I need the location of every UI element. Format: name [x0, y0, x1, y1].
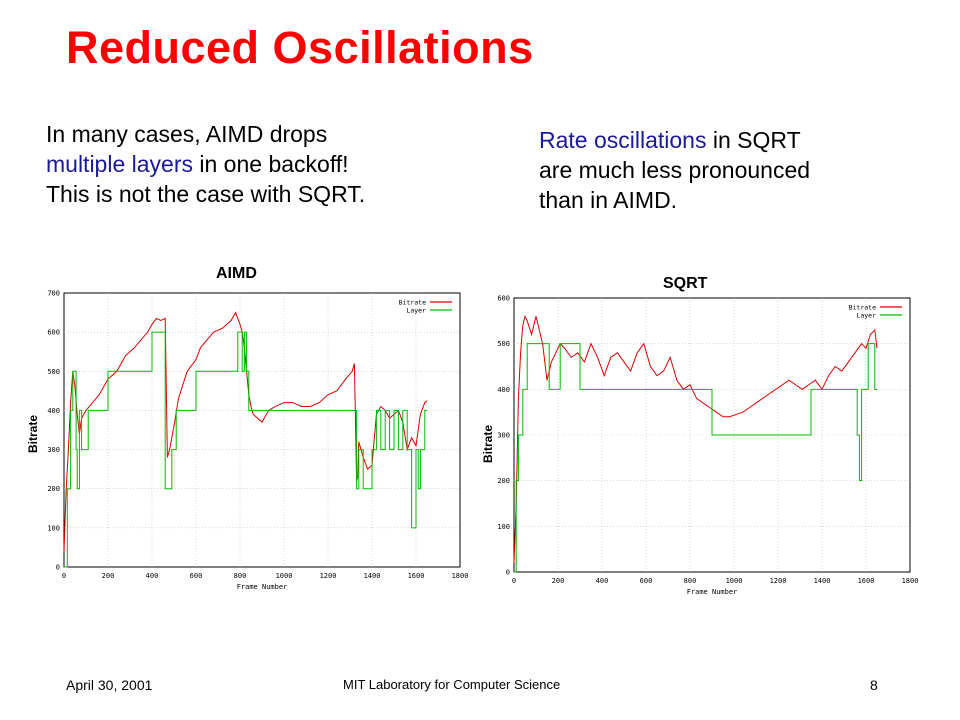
aimd-x-tick-label: 600: [190, 572, 203, 580]
sqrt-x-tick-label: 600: [640, 577, 653, 585]
slide-title: Reduced Oscillations: [66, 22, 534, 73]
sqrt-x-tick-label: 0: [512, 577, 516, 585]
aimd-y-tick-label: 100: [47, 524, 60, 532]
footer-page-number: 8: [870, 677, 878, 693]
sqrt-x-tick-label: 1800: [902, 577, 919, 585]
aimd-x-tick-label: 0: [62, 572, 66, 580]
aimd-chart: 0 200 400 600 800 1000 1200 1400 1600 1800 0 100 200…: [47, 290, 469, 592]
right-text-block: Rate oscillations in SQRT are much less …: [539, 125, 810, 215]
aimd-plot-frame: [63, 292, 461, 568]
sqrt-chart-title: SQRT: [663, 275, 708, 292]
aimd-y-tick-label: 700: [47, 290, 60, 298]
sqrt-x-tick-label: 200: [552, 577, 565, 585]
aimd-legend-label-bitrate: Bitrate: [399, 299, 426, 307]
aimd-x-tick-label: 400: [146, 572, 159, 580]
sqrt-y-tick-label: 100: [497, 523, 510, 531]
aimd-x-tick-label: 1400: [364, 572, 381, 580]
aimd-chart-title: AIMD: [216, 265, 257, 282]
sqrt-series-layer: [514, 343, 877, 573]
right-text-line-1: Rate oscillations in SQRT: [539, 125, 810, 155]
aimd-y-tick-label: 200: [47, 485, 60, 493]
sqrt-legend-label-bitrate: Bitrate: [849, 304, 876, 312]
sqrt-legend-label-layer: Layer: [856, 312, 876, 320]
right-text-line-1-rest: in SQRT: [706, 127, 801, 153]
sqrt-chart: 0 200 400 600 800 1000 1200 1400 1600 1800 0 100 200…: [497, 295, 919, 597]
aimd-y-tick-label: 400: [47, 407, 60, 415]
aimd-y-tick-label: 600: [47, 329, 60, 337]
sqrt-y-tick-label: 600: [497, 295, 510, 303]
sqrt-x-tick-label: 1600: [858, 577, 875, 585]
sqrt-x-tick-label: 800: [684, 577, 697, 585]
sqrt-x-axis-label: Frame Number: [687, 588, 738, 596]
right-text-line-2: are much less pronounced: [539, 157, 811, 183]
sqrt-x-tick-label: 400: [596, 577, 609, 585]
aimd-x-tick-label: 1800: [452, 572, 469, 580]
aimd-x-tick-label: 1600: [408, 572, 425, 580]
sqrt-y-tick-label: 200: [497, 477, 510, 485]
aimd-x-axis-label: Frame Number: [237, 583, 288, 591]
sqrt-y-tick-label: 400: [497, 386, 510, 394]
aimd-y-tick-label: 0: [56, 564, 60, 572]
aimd-x-tick-label: 1200: [320, 572, 337, 580]
sqrt-x-tick-label: 1200: [770, 577, 787, 585]
aimd-series-layer: [64, 331, 427, 568]
left-text-line-1: In many cases, AIMD drops: [46, 121, 328, 147]
left-text-line-3: This is not the case with SQRT.: [46, 181, 366, 207]
left-text-block: In many cases, AIMD drops multiple layer…: [46, 119, 365, 209]
sqrt-x-tick-label: 1000: [726, 577, 743, 585]
highlight-rate-oscillations: Rate oscillations: [539, 127, 707, 153]
aimd-y-tick-label: 500: [47, 368, 60, 376]
aimd-x-tick-label: 800: [234, 572, 247, 580]
right-text-line-3: than in AIMD.: [539, 187, 678, 213]
sqrt-y-tick-label: 0: [506, 569, 510, 577]
sqrt-y-tick-label: 300: [497, 432, 510, 440]
aimd-y-tick-label: 300: [47, 446, 60, 454]
aimd-x-tick-label: 200: [102, 572, 115, 580]
highlight-multiple-layers: multiple layers: [46, 151, 193, 177]
aimd-x-tick-label: 1000: [276, 572, 293, 580]
sqrt-x-tick-label: 1400: [814, 577, 831, 585]
aimd-legend-label-layer: Layer: [406, 307, 426, 315]
sqrt-y-tick-label: 500: [497, 340, 510, 348]
left-text-line-2-rest: in one backoff!: [193, 151, 349, 177]
left-text-line-2: multiple layers in one backoff!: [46, 149, 365, 179]
footer-lab: MIT Laboratory for Computer Science: [343, 677, 561, 692]
footer-date: April 30, 2001: [66, 677, 153, 693]
